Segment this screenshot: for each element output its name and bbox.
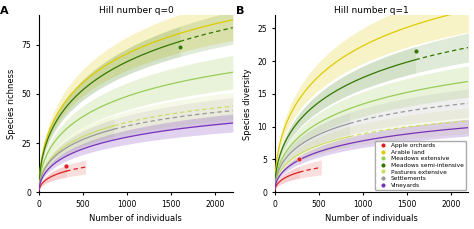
Y-axis label: Species richness: Species richness [7, 69, 16, 139]
Title: Hill number q=1: Hill number q=1 [334, 5, 409, 15]
X-axis label: Number of individuals: Number of individuals [325, 214, 418, 224]
X-axis label: Number of individuals: Number of individuals [90, 214, 182, 224]
Y-axis label: Species diversity: Species diversity [243, 68, 252, 140]
Text: B: B [236, 6, 244, 16]
Legend: Apple orchards, Arable land, Meadows extensive, Meadows semi-intensive, Pastures: Apple orchards, Arable land, Meadows ext… [375, 141, 466, 190]
Title: Hill number q=0: Hill number q=0 [99, 5, 173, 15]
Text: A: A [0, 6, 9, 16]
